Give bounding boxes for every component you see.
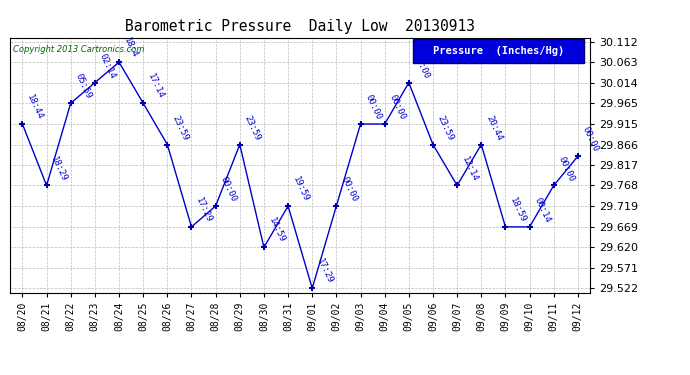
Bar <box>413 39 584 63</box>
Text: 00:00: 00:00 <box>219 175 238 203</box>
Text: 23:59: 23:59 <box>436 114 455 142</box>
Text: 14:59: 14:59 <box>267 216 286 244</box>
Text: 18:29: 18:29 <box>50 154 69 183</box>
Text: 00:00: 00:00 <box>412 52 431 80</box>
Text: 00:14: 00:14 <box>533 196 552 224</box>
Text: 18:4: 18:4 <box>122 36 139 59</box>
Text: 02:14: 02:14 <box>98 52 117 80</box>
Text: 23:59: 23:59 <box>170 114 190 142</box>
Text: 19:59: 19:59 <box>291 175 310 203</box>
Text: 12:14: 12:14 <box>460 154 480 183</box>
Text: 23:59: 23:59 <box>243 114 262 142</box>
Text: 17:14: 17:14 <box>146 72 166 100</box>
Text: Copyright 2013 Cartronics.com: Copyright 2013 Cartronics.com <box>13 45 145 54</box>
Text: 17:29: 17:29 <box>195 196 214 224</box>
Title: Barometric Pressure  Daily Low  20130913: Barometric Pressure Daily Low 20130913 <box>125 18 475 33</box>
Text: 00:00: 00:00 <box>388 93 407 121</box>
Text: 20:44: 20:44 <box>484 114 504 142</box>
Text: Pressure  (Inches/Hg): Pressure (Inches/Hg) <box>433 46 564 56</box>
Text: 00:00: 00:00 <box>557 154 576 183</box>
Text: 17:29: 17:29 <box>315 257 335 285</box>
Text: 00:00: 00:00 <box>581 125 600 153</box>
Text: 00:00: 00:00 <box>364 93 383 121</box>
Text: 18:44: 18:44 <box>26 93 45 121</box>
Text: 18:59: 18:59 <box>509 196 528 224</box>
Text: 00:00: 00:00 <box>339 175 359 203</box>
Text: 05:59: 05:59 <box>74 72 93 100</box>
